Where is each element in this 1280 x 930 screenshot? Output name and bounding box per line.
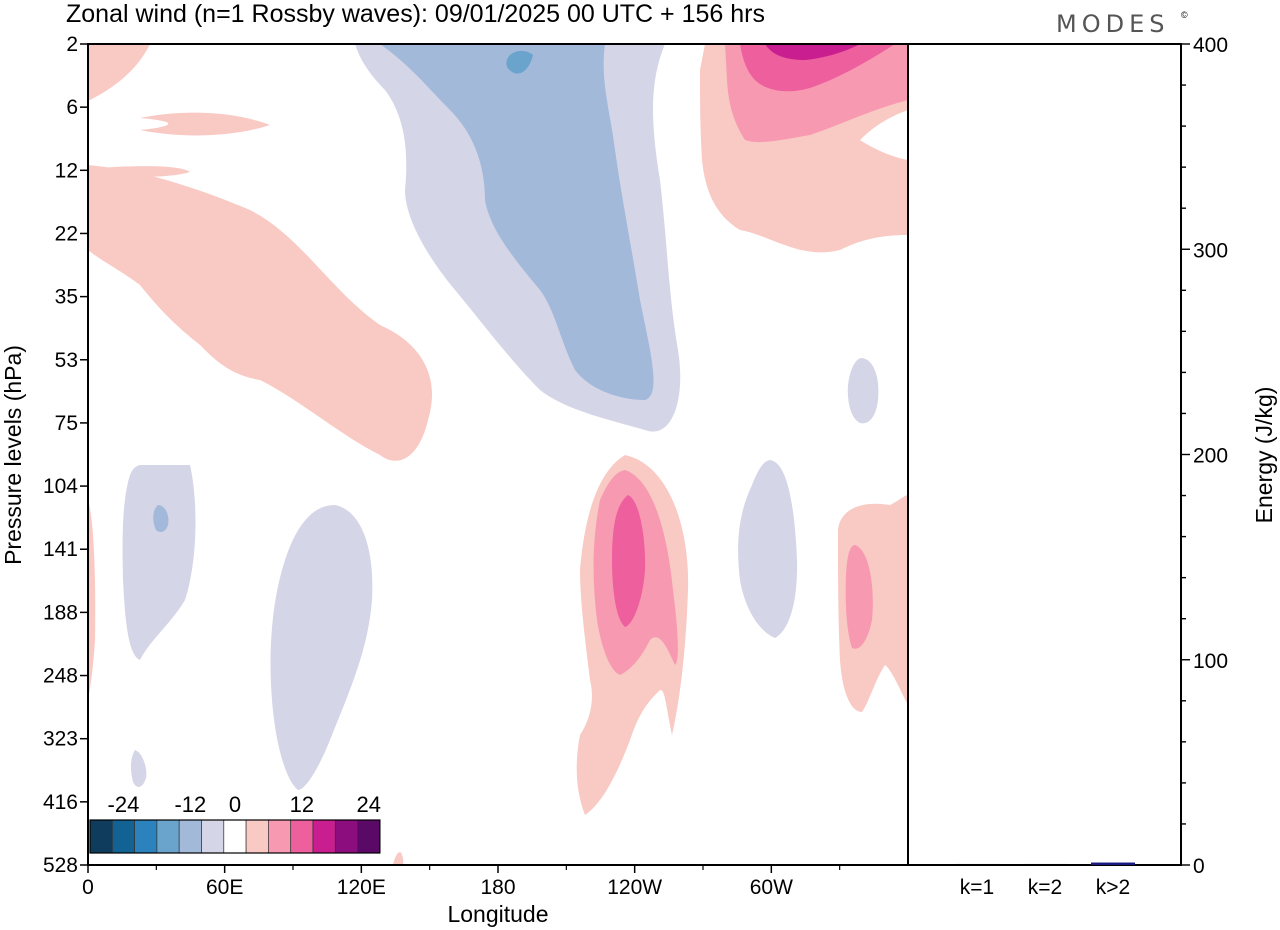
contour-pos12-right bbox=[740, 44, 895, 92]
colorbar-swatch bbox=[156, 819, 180, 854]
y-tick-label: 188 bbox=[43, 601, 78, 624]
x-tick-label: 60W bbox=[750, 876, 793, 899]
colorbar-swatch bbox=[111, 819, 135, 854]
contour-pos4-left-band bbox=[88, 165, 432, 461]
y-tick-label: 22 bbox=[55, 222, 78, 245]
y-tick-label: 528 bbox=[43, 854, 78, 877]
contour-neg4-left-trop bbox=[122, 465, 196, 660]
y-tick-label: 2 bbox=[66, 33, 78, 56]
brand-mark: © bbox=[1181, 10, 1188, 20]
x-tick-label: 120W bbox=[607, 876, 662, 899]
contour-neg8-plume bbox=[380, 44, 654, 400]
y-tick-label: 6 bbox=[66, 96, 78, 119]
colorbar-frame bbox=[89, 819, 381, 854]
contour-pos4-streak-2 bbox=[100, 166, 190, 177]
colorbar-swatch bbox=[268, 819, 292, 854]
contour-pos4-top-left bbox=[88, 44, 150, 100]
y-tick-label: 416 bbox=[43, 791, 78, 814]
energy-bar bbox=[955, 863, 999, 866]
contour-pos4-streak-1 bbox=[140, 112, 270, 136]
y-tick-label: 323 bbox=[43, 728, 78, 751]
heatmap-panel: 2 6 12 22 35 53 75 104 141 188 248 323 416 528 0 60E 12… bbox=[0, 33, 909, 927]
y-tick-label: 35 bbox=[55, 286, 78, 309]
colorbar-swatch bbox=[357, 819, 381, 854]
brand-text: MODES bbox=[1056, 10, 1169, 38]
contour-neg4-small bbox=[130, 750, 147, 787]
colorbar-tick-label: -24 bbox=[108, 792, 140, 817]
x-tick-label: 0 bbox=[82, 876, 94, 899]
colorbar-tick-label: 24 bbox=[357, 792, 381, 817]
contour-pos8-right-trop bbox=[845, 545, 873, 649]
colorbar-swatch bbox=[245, 819, 269, 854]
y-tick-label: 75 bbox=[55, 412, 78, 435]
colorbar-swatch bbox=[290, 819, 314, 854]
contour-zero-notch bbox=[860, 110, 908, 160]
colorbar-swatch bbox=[334, 819, 358, 854]
contour-pos16-right bbox=[765, 44, 860, 60]
x-tick-label: 120E bbox=[337, 876, 386, 899]
y-tick-label: 104 bbox=[43, 475, 78, 498]
energy-bar bbox=[1091, 862, 1135, 865]
colorbar-tick-label: 12 bbox=[290, 792, 314, 817]
bar-y-tick-label: 0 bbox=[1193, 855, 1205, 878]
energy-bar bbox=[1023, 863, 1067, 866]
colorbar-swatch bbox=[223, 819, 247, 854]
heatmap-y-ticks: 2 6 12 22 35 53 75 104 141 188 248 323 416 528 bbox=[43, 33, 88, 877]
bar-panel-frame bbox=[907, 43, 1182, 866]
contour-neg8-left-trop bbox=[153, 505, 169, 533]
x-tick-label: 60E bbox=[206, 876, 243, 899]
y-tick-label: 248 bbox=[43, 665, 78, 688]
colorbar-tick-label: -12 bbox=[174, 792, 206, 817]
contour-field bbox=[88, 44, 908, 865]
bar-category-label: k=1 bbox=[960, 876, 994, 899]
y-tick-label: 53 bbox=[55, 349, 78, 372]
bar-y-tick-label: 400 bbox=[1193, 34, 1228, 57]
x-tick-label: 180 bbox=[480, 876, 515, 899]
bar-y-tick-label: 100 bbox=[1193, 650, 1228, 673]
bar-category-label: k=2 bbox=[1028, 876, 1062, 899]
bar-y-tick-label: 300 bbox=[1193, 239, 1228, 262]
contour-neg4-right-trop bbox=[738, 460, 798, 638]
chart-title: Zonal wind (n=1 Rossby waves): 09/01/202… bbox=[66, 0, 765, 28]
contour-pos12-center bbox=[612, 495, 646, 627]
energy-bar-panel: 0 100 200 300 400 k=1 k=2 k>2 Energy (J/kg) bbox=[907, 34, 1277, 899]
contour-neg4-right-strat bbox=[847, 358, 879, 424]
bar-category-label: k>2 bbox=[1096, 876, 1130, 899]
y-tick-label: 141 bbox=[43, 538, 78, 561]
contour-neg12-blob bbox=[506, 50, 533, 74]
bar-y-tick-label: 200 bbox=[1193, 445, 1228, 468]
colorbar-swatch bbox=[178, 819, 202, 854]
heatmap-x-ticks: 0 60E 120E 180 120W 60W bbox=[82, 865, 841, 899]
bar-y-ticks: 0 100 200 300 400 bbox=[1181, 34, 1228, 878]
colorbar: -24 -12 0 12 24 bbox=[89, 792, 381, 854]
colorbar-swatch bbox=[201, 819, 225, 854]
contour-pos4-bottom bbox=[393, 852, 404, 865]
colorbar-swatch bbox=[89, 819, 113, 854]
colorbar-swatch bbox=[134, 819, 158, 854]
colorbar-swatch bbox=[312, 819, 336, 854]
contour-pos4-left-edge bbox=[88, 500, 96, 700]
y-tick-label: 12 bbox=[55, 159, 78, 182]
colorbar-tick-label: 0 bbox=[229, 792, 241, 817]
modes-logo: MODES © bbox=[1056, 10, 1188, 38]
contour-neg4-mid-trop bbox=[270, 505, 373, 790]
heatmap-y-label: Pressure levels (hPa) bbox=[0, 345, 26, 565]
bar-y-label: Energy (J/kg) bbox=[1251, 387, 1277, 524]
heatmap-x-label: Longitude bbox=[447, 901, 548, 927]
bar-marks: k=1 k=2 k>2 bbox=[955, 862, 1135, 899]
